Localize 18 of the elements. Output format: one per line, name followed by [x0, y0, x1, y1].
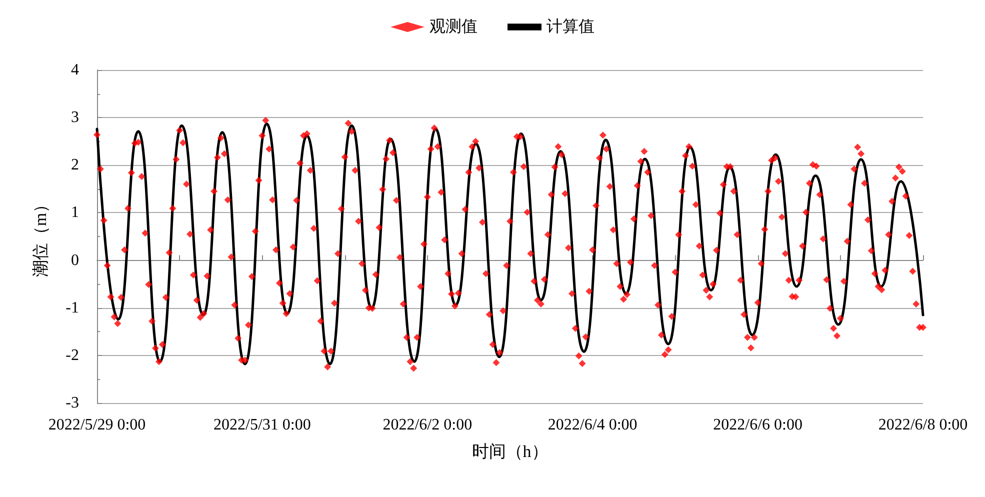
y-tick-label: 3 — [71, 109, 79, 126]
legend-label: 计算值 — [546, 18, 594, 36]
x-tick-label: 2022/5/31 0:00 — [214, 416, 311, 434]
x-tick-label: 2022/6/4 0:00 — [548, 416, 638, 434]
legend-label: 观测值 — [430, 18, 478, 36]
x-tick-label: 2022/6/8 0:00 — [878, 416, 968, 434]
x-tick-label: 2022/5/29 0:00 — [48, 416, 146, 434]
x-tick-label: 2022/6/2 0:00 — [382, 416, 472, 434]
y-tick-label: 0 — [71, 252, 79, 269]
y-axis-title: 潮位（m） — [31, 196, 50, 278]
y-tick-label: -1 — [66, 299, 79, 316]
y-tick-label: 1 — [71, 204, 79, 222]
y-tick-label: -2 — [66, 346, 79, 364]
y-tick-label: -3 — [66, 394, 79, 412]
y-tick-label: 4 — [71, 62, 79, 78]
y-tick-label: 2 — [71, 156, 79, 174]
x-axis-title: 时间（h） — [472, 442, 548, 461]
x-tick-label: 2022/6/6 0:00 — [713, 416, 802, 434]
